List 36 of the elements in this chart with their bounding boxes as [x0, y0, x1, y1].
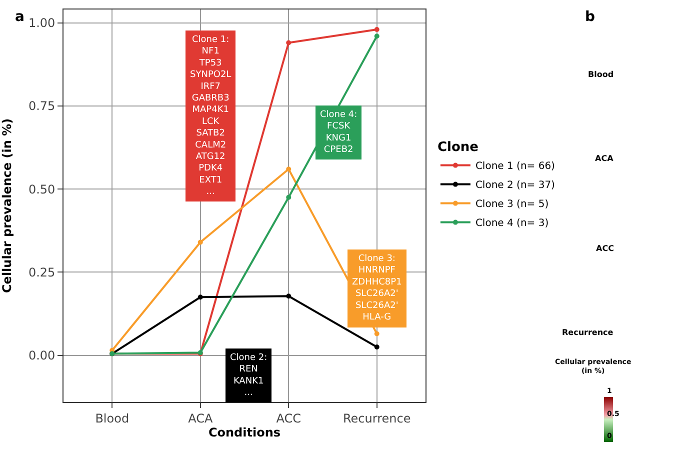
legend-title: Clone [437, 140, 479, 155]
x-tick-label: Blood [95, 411, 130, 426]
point [374, 34, 380, 39]
annotation: Clone 4: FCSK KNG1 CPEB2 [320, 110, 358, 156]
point [374, 344, 380, 350]
y-tick-label: 0.50 [28, 182, 56, 196]
x-tick-label: Recurrence [342, 411, 411, 426]
point [374, 26, 380, 32]
legend-label: Clone 4 (n= 3) [475, 218, 549, 230]
text: Recurrence [562, 328, 614, 337]
y-tick-label: 0.25 [28, 265, 56, 280]
y-tick-label: 1.00 [28, 16, 56, 30]
text: b [585, 9, 596, 25]
text: Blood [588, 70, 614, 79]
y-tick-label: 0.75 [28, 99, 56, 114]
annotation: Clone 3: HNRNPF ZDHHC8P1 SLC26A2' SLC26A2' HLA-G [352, 254, 402, 322]
point [286, 294, 292, 299]
text: Clone 1: NF1 TP53 SYNPO2L IRF7 GABRB3 MAP4K1 LCK SATB2 CALM2 ATG12 PDK4 EXT1 ... [190, 35, 232, 198]
legend-label: Clone 3 (n= 5) [475, 199, 549, 210]
point [286, 194, 292, 200]
point [374, 331, 380, 336]
y-tick-label: 0.00 [28, 348, 56, 363]
y-axis-title: Cellular prevalence (in %) [0, 118, 14, 294]
point [286, 40, 292, 46]
point [198, 294, 203, 300]
x-tick-label: ACA [188, 411, 214, 426]
chart-title: a [15, 9, 24, 25]
point [286, 166, 292, 172]
legend-label: Clone 1 (n= 66) [475, 161, 556, 172]
legend-label: Clone 2 (n= 37) [475, 180, 556, 192]
text: ACC [596, 244, 614, 253]
text: ACA [595, 154, 614, 163]
x-tick-label: ACC [276, 411, 302, 426]
annotation: Clone 2: REN KANK1 ... [230, 353, 268, 398]
x-axis-title: Conditions [208, 425, 281, 440]
point [198, 240, 203, 245]
